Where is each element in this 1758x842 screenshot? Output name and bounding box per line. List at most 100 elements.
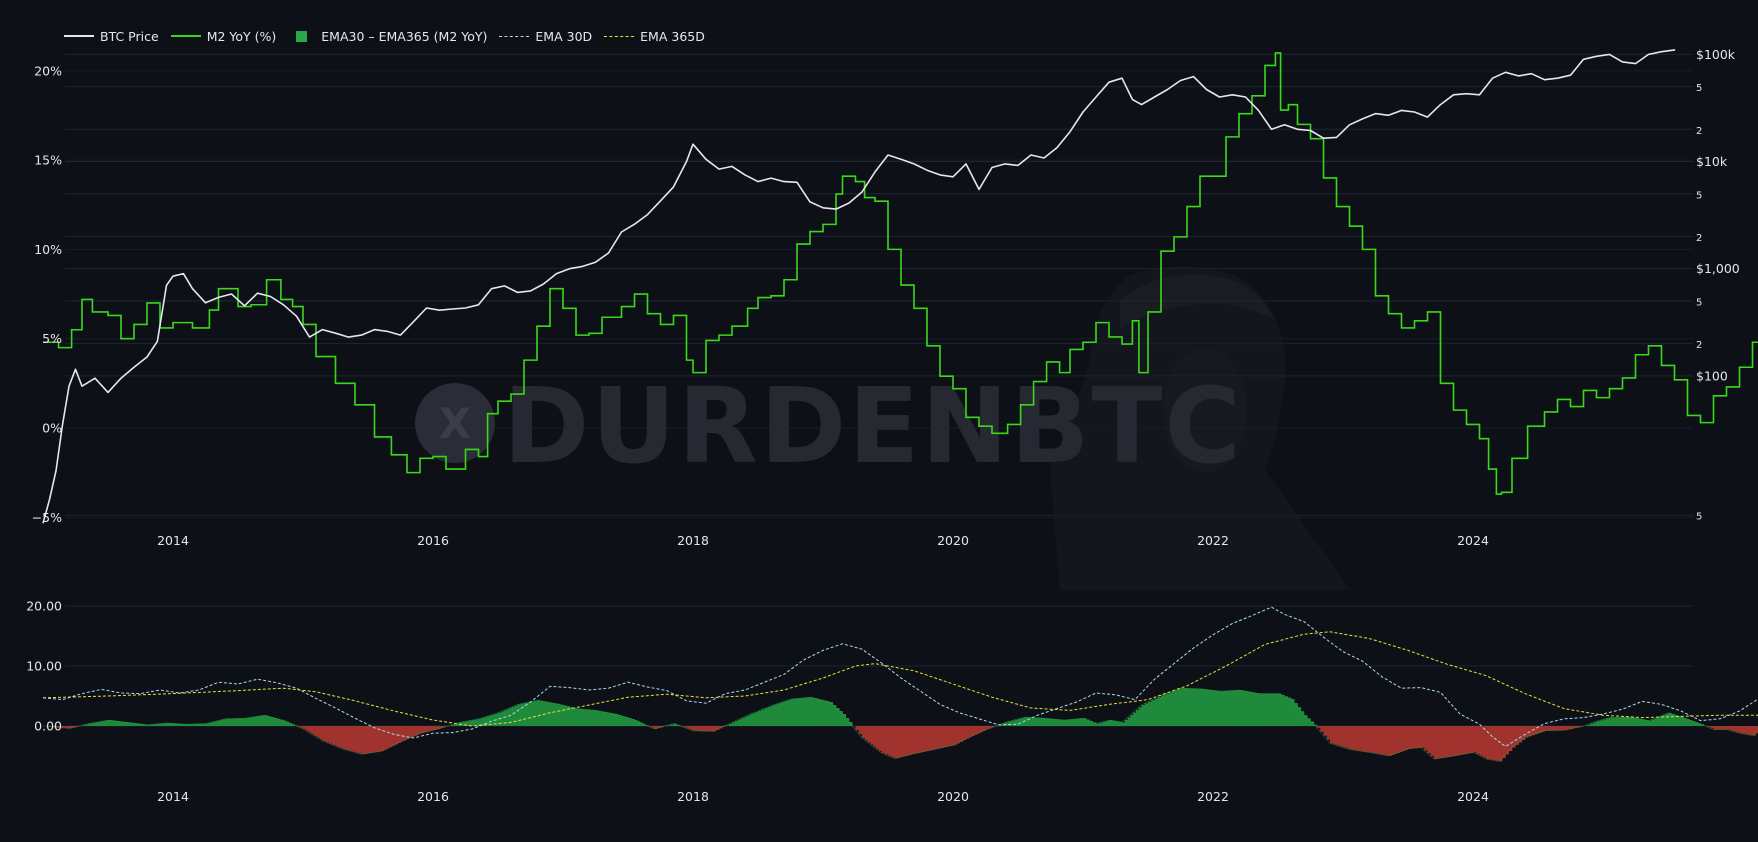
legend-item-btc-price[interactable]: BTC Price [64,29,159,44]
ema-diff-bar [771,705,775,726]
ema-diff-bar [807,697,811,726]
ema-diff-bar [1307,718,1311,726]
ema-diff-bar [353,726,357,752]
ema-diff-bar [163,723,167,726]
ema-diff-bar [113,720,117,726]
bottom-y-tick-label: 20.00 [26,599,62,614]
ema-diff-bar [862,726,866,738]
ema-diff-bar [1645,720,1649,726]
ema-diff-bar [140,724,145,726]
ema-diff-bar [784,700,789,726]
ema-diff-bar [698,726,702,731]
ema-diff-bar [1461,726,1465,755]
top-x-tick-label: 2022 [1197,533,1229,548]
ema-diff-bar [1518,726,1523,743]
ema-diff-bar [48,726,52,727]
ema-diff-bar [845,718,850,726]
ema-diff-bar [1405,726,1409,750]
ema-diff-bar [722,726,726,727]
ema-diff-bar [222,719,226,726]
legend-item-ema365[interactable]: EMA 365D [604,29,705,44]
ema-diff-bar [1102,721,1107,726]
ema-diff-bar [754,712,759,726]
ema-diff-bar [188,724,192,726]
top-y-left-tick-label: 10% [34,242,62,257]
ema-diff-bar [520,703,525,726]
ema-diff-bar [1053,719,1058,726]
ema-diff-bar [1476,726,1480,755]
ema-diff-bar [968,726,972,738]
ema-diff-bar [1665,713,1669,726]
ema-diff-bar [1242,690,1246,726]
ema-diff-bar [1683,718,1687,726]
ema-diff-bar [836,708,840,726]
ema-diff-bar [737,719,741,726]
ema-diff-bar [1083,718,1087,726]
legend-item-m2-yoy[interactable]: M2 YoY (%) [170,29,276,44]
ema-diff-bar [631,719,635,726]
ema-diff-bar [1411,726,1415,749]
ema-diff-bar [1166,693,1170,726]
ema-diff-bar [1144,703,1149,726]
ema-diff-bar [1339,726,1344,747]
ema-diff-bar [1008,721,1012,726]
ema-diff-bar [1099,722,1103,726]
ema-diff-bar [1430,726,1435,757]
ema-diff-bar [450,724,454,726]
m2-yoy-line [43,52,1758,495]
ema-diff-bar [891,726,895,758]
ema-diff-bar [1470,726,1474,753]
ema-diff-bar [914,726,918,754]
ema-diff-bar [57,726,61,728]
ema-diff-bar [1617,717,1621,726]
ema-diff-bar [489,715,493,726]
ema-diff-bar [484,717,488,726]
ema-diff-bar [105,720,109,726]
ema-diff-bar [873,726,877,747]
ema-diff-bar [1726,726,1731,730]
ema-diff-bar [1294,703,1298,726]
ema-diff-bar [94,722,98,726]
ema-diff-bar [1662,715,1666,726]
ema-diff-bar [704,726,708,732]
ema-diff-bar [169,723,174,726]
ema-diff-bar [1443,726,1448,758]
ema-diff-bar [1130,714,1134,726]
ema-diff-bar [732,722,736,726]
ema-diff-bar [1450,726,1454,757]
ema-diff-bar [414,726,418,736]
ema-diff-bar [1599,720,1604,726]
ema-diff-bar [1297,707,1302,726]
ema-diff-bar [657,726,661,729]
ema365-line [42,631,1758,727]
ema-diff-bar [338,726,343,748]
ema-diff-bar [829,702,834,726]
ema-diff-bar [884,726,889,755]
ema-diff-bar [1363,726,1367,752]
top-y-right-tick-label: $1,000 [1696,261,1740,276]
bottom-x-tick-label: 2016 [417,789,449,804]
ema-diff-bar [1230,690,1234,726]
ema-diff-bar [121,721,126,726]
legend-item-ema30[interactable]: EMA 30D [499,29,592,44]
legend-item-ema-diff[interactable]: EMA30 – EMA365 (M2 YoY) [288,29,487,44]
ema-diff-bar [1096,723,1100,726]
ema-diff-bar [936,726,940,749]
ema-diff-bar [1172,691,1176,726]
ema-diff-bar [137,723,141,726]
ema-diff-bar [377,726,382,752]
ema-diff-bar [1385,726,1389,756]
ema-diff-bar [1323,726,1328,736]
ema-diff-bar [826,701,830,726]
ema-diff-bar [273,717,278,726]
ema-diff-bar [1541,726,1545,732]
ema-diff-bar [319,726,323,740]
ema30-swatch [499,35,530,37]
ema-diff-bar [1590,723,1594,726]
ema-diff-bar [1186,688,1190,726]
ema-diff-bar [637,721,641,726]
ema-diff-bar [1264,693,1268,726]
ema-diff-bar [1502,726,1506,758]
ema-diff-bar [823,700,827,726]
